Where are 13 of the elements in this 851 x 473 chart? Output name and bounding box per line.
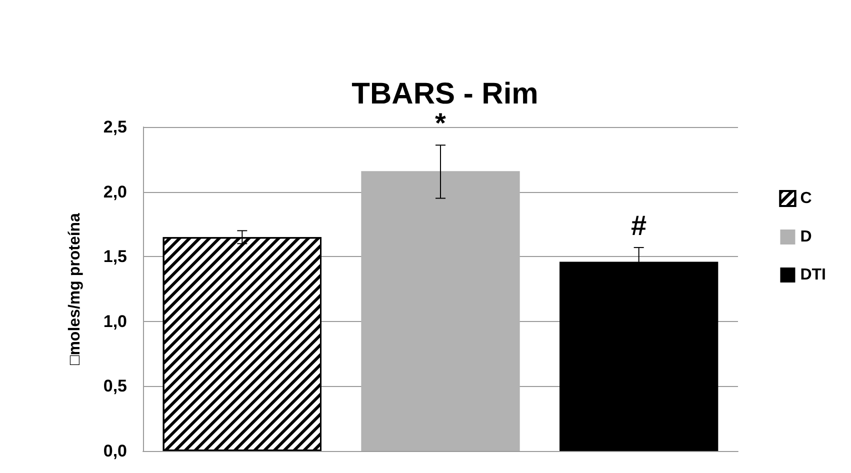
legend-label: C: [800, 190, 812, 207]
y-tick-label: 1,5: [103, 247, 127, 266]
y-tick-label: 0,0: [103, 442, 127, 460]
legend-label: D: [800, 228, 812, 246]
y-tick-label: 2,0: [103, 182, 127, 202]
y-tick-label: 0,5: [103, 376, 127, 396]
y-tick-label: 2,5: [103, 118, 127, 136]
legend-label: DTI: [800, 266, 826, 284]
data-label: #: [631, 210, 648, 242]
y-tick-label: 1,0: [103, 312, 127, 331]
data-label: *: [435, 108, 446, 139]
y-axis-title: □moles/mg proteína: [66, 212, 84, 365]
chart-title: TBARS - Rim: [352, 78, 538, 110]
